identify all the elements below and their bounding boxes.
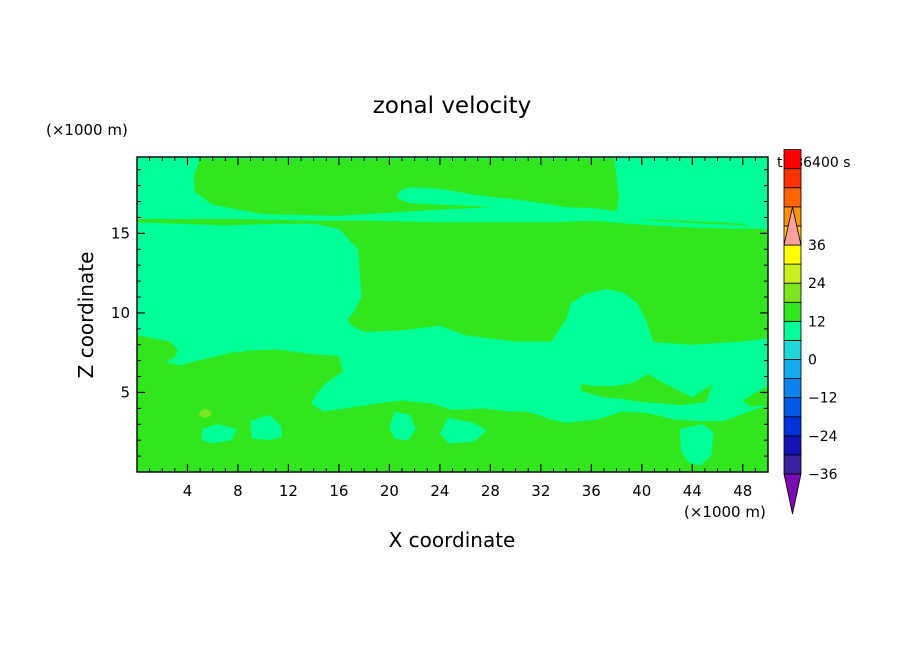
colorbar-band-0 xyxy=(783,454,802,475)
colorbar-band-5 xyxy=(783,359,802,379)
contour-patch-negative-8 xyxy=(679,424,714,466)
colorbar-label-3: 0 xyxy=(808,353,817,369)
y-axis: 5 10 15 xyxy=(111,169,768,457)
x-axis: 4 8 12 16 20 24 28 32 36 40 44 48 xyxy=(149,157,756,500)
x-tick-label-44: 44 xyxy=(683,482,702,500)
y-tick-label-15: 15 xyxy=(111,224,130,242)
x-unit-label: (×1000 m) xyxy=(684,503,766,521)
x-tick-label-12: 12 xyxy=(279,482,298,500)
colorbar-label-1: 24 xyxy=(808,276,826,292)
colorbar-band-8 xyxy=(783,301,802,322)
contour-patch-mixed-2 xyxy=(742,386,768,407)
y-tick-label-10: 10 xyxy=(111,304,130,322)
colorbar-band-7 xyxy=(783,320,802,341)
colorbar-label-6: −36 xyxy=(808,467,838,483)
colorbar-band-10 xyxy=(783,263,802,284)
contour-patch-negative-1 xyxy=(397,187,768,229)
colorbar-band-2 xyxy=(783,416,802,437)
contour-patch-negative-9 xyxy=(232,343,250,353)
contour-patch-mixed-1 xyxy=(318,424,343,444)
x-tick-label-48: 48 xyxy=(733,482,752,500)
x-tick-label-24: 24 xyxy=(430,482,449,500)
colorbar-min-arrow xyxy=(783,473,802,515)
y-tick-label-5: 5 xyxy=(120,383,130,401)
contour-patch-negative-6 xyxy=(389,411,416,441)
chart-title: zonal velocity xyxy=(373,93,531,119)
colorbar-band-6 xyxy=(783,340,802,360)
y-unit-label: (×1000 m) xyxy=(46,121,128,139)
plot-area xyxy=(137,157,768,472)
contour-patch-positive-0 xyxy=(578,347,713,406)
colorbar-band-11 xyxy=(783,244,802,265)
x-tick-label-8: 8 xyxy=(233,482,243,500)
x-tick-label-40: 40 xyxy=(632,482,651,500)
x-tick-label-4: 4 xyxy=(183,482,193,500)
contour-patch-high-0 xyxy=(198,408,212,418)
contour-patch-negative-4 xyxy=(250,414,283,441)
colorbar-band-4 xyxy=(783,378,802,399)
x-axis-label: X coordinate xyxy=(389,528,516,552)
x-tick-label-32: 32 xyxy=(531,482,550,500)
contour-regions xyxy=(137,158,768,472)
contour-patch-negative-5 xyxy=(201,424,237,444)
contour-patch-negative-0 xyxy=(547,289,657,387)
x-tick-label-36: 36 xyxy=(582,482,601,500)
colorbar-label-5: −24 xyxy=(808,429,838,445)
colorbar-band-1 xyxy=(783,435,802,456)
colorbar-band-3 xyxy=(783,397,802,418)
x-tick-label-16: 16 xyxy=(329,482,348,500)
colorbar-band-9 xyxy=(783,282,802,303)
contour-patch-negative-3 xyxy=(427,370,539,396)
colorbar-band-16 xyxy=(783,149,802,170)
colorbar-max-arrow xyxy=(783,206,802,246)
x-tick-label-20: 20 xyxy=(380,482,399,500)
colorbar-band-15 xyxy=(783,168,802,189)
colorbar-label-0: 36 xyxy=(808,238,826,254)
contour-patch-negative-2 xyxy=(360,335,444,367)
colorbar-band-14 xyxy=(783,187,802,208)
contour-patch-negative-10 xyxy=(352,352,372,361)
contour-patch-mixed-0 xyxy=(614,427,642,447)
contour-patch-negative-7 xyxy=(439,417,487,444)
colorbar-label-4: −12 xyxy=(808,391,838,407)
y-axis-label: Z coordinate xyxy=(74,252,98,379)
colorbar: 36 24 12 0 −12 −24 −36 xyxy=(783,149,838,515)
colorbar-label-2: 12 xyxy=(808,314,826,330)
x-tick-label-28: 28 xyxy=(481,482,500,500)
